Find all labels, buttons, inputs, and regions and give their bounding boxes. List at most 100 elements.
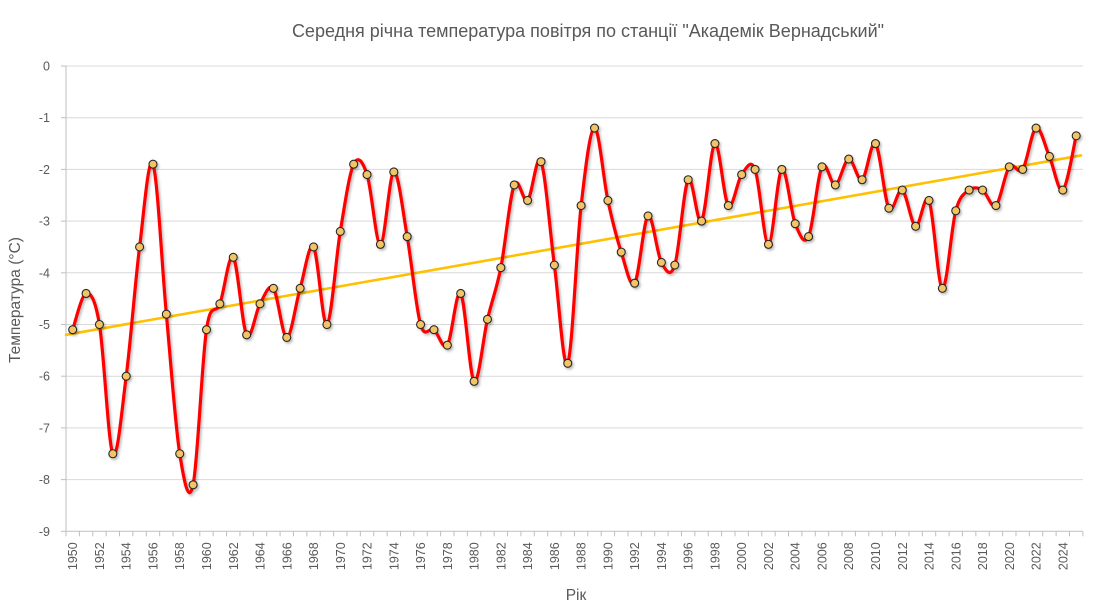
x-tick-label: 1950 <box>66 542 80 570</box>
data-point-marker <box>161 309 171 319</box>
data-point-marker <box>737 170 747 180</box>
y-tick-label: 0 <box>43 60 50 74</box>
data-point-marker <box>817 162 827 172</box>
data-point-marker <box>710 139 720 149</box>
y-tick-label: -5 <box>39 318 50 332</box>
x-tick-label: 1970 <box>334 542 348 570</box>
data-point-marker <box>389 167 399 177</box>
data-point-marker <box>322 319 332 330</box>
y-tick-label: -1 <box>39 111 50 125</box>
data-point-marker <box>536 157 546 167</box>
trend-line <box>64 154 1083 337</box>
y-tick-label: -7 <box>39 421 50 435</box>
data-point-marker <box>924 195 934 205</box>
data-point-marker <box>603 195 613 205</box>
x-tick-label: 2024 <box>1056 542 1070 570</box>
data-point-marker <box>148 159 158 169</box>
data-point-marker <box>723 201 733 211</box>
data-point-marker <box>563 358 573 368</box>
data-point-marker <box>1058 185 1068 195</box>
y-tick-label: -4 <box>39 266 50 280</box>
x-tick-label: 1996 <box>682 542 696 570</box>
data-point-marker <box>804 232 814 242</box>
data-point-marker <box>108 449 118 459</box>
x-tick-label: 2004 <box>789 542 803 570</box>
data-point-marker <box>242 330 252 340</box>
data-point-marker <box>630 278 640 288</box>
x-tick-label: 1954 <box>120 542 134 570</box>
data-point-marker <box>977 185 988 195</box>
data-point-marker <box>897 185 907 195</box>
data-point-marker <box>656 257 666 268</box>
data-point-marker <box>911 221 921 231</box>
y-tick-label: -2 <box>39 163 50 177</box>
data-point-marker <box>576 201 586 211</box>
data-point-marker <box>308 242 319 252</box>
x-tick-label: 2000 <box>735 542 749 570</box>
x-tick-label: 1952 <box>93 542 107 570</box>
data-point-marker <box>616 247 626 257</box>
y-tick-label: -8 <box>39 473 50 487</box>
data-point-marker <box>937 283 947 293</box>
data-point-marker <box>68 325 78 335</box>
data-point-marker <box>509 180 519 190</box>
y-tick-label: -3 <box>39 215 50 229</box>
tick-labels: 0 -1 -2 -3 -4 -5 -6 -7 -8 -9 1950 1952 1954 1956 1958 1… <box>39 60 1070 571</box>
data-point-marker <box>402 232 412 242</box>
x-tick-label: 2016 <box>949 542 963 570</box>
data-point-marker <box>188 480 198 490</box>
data-point-marker <box>215 299 225 309</box>
data-point-marker <box>81 288 91 299</box>
x-tick-label: 1988 <box>575 542 589 570</box>
data-point-marker <box>349 159 359 169</box>
x-tick-label: 2014 <box>923 542 937 570</box>
x-tick-label: 1992 <box>628 542 642 570</box>
x-tick-label: 1972 <box>361 542 375 570</box>
data-point-marker <box>750 164 760 174</box>
data-point-marker <box>416 319 426 330</box>
x-tick-label: 2018 <box>976 542 990 570</box>
data-point-marker <box>696 216 707 226</box>
data-point-marker <box>375 239 385 249</box>
data-point-marker <box>268 283 278 293</box>
data-point-marker <box>549 260 559 270</box>
data-point-marker <box>442 340 452 350</box>
data-point-marker <box>469 376 479 386</box>
data-point-marker <box>991 201 1001 211</box>
data-point-marker <box>456 288 466 299</box>
data-point-marker <box>335 226 345 236</box>
data-point-marker <box>830 180 840 190</box>
x-tick-label: 1990 <box>601 542 615 570</box>
x-tick-label: 2006 <box>815 542 829 570</box>
x-tick-label: 2022 <box>1030 542 1044 570</box>
x-tick-label: 1960 <box>200 542 214 570</box>
x-tick-label: 2020 <box>1003 542 1017 570</box>
x-tick-label: 1958 <box>173 542 187 570</box>
data-point-marker <box>496 263 506 273</box>
y-tick-label: -6 <box>39 370 50 384</box>
x-tick-label: 2008 <box>842 542 856 570</box>
y-tick-label: -9 <box>39 525 50 539</box>
data-point-marker <box>175 449 185 459</box>
data-point-marker <box>228 252 238 262</box>
data-point-marker <box>94 319 104 330</box>
data-point-marker <box>1004 162 1014 172</box>
data-point-marker <box>482 314 493 324</box>
x-tick-label: 1976 <box>414 542 428 570</box>
x-tick-label: 1982 <box>494 542 508 570</box>
data-point-marker <box>362 170 372 180</box>
x-tick-label: 2010 <box>869 542 883 570</box>
data-point-marker <box>201 325 212 335</box>
x-tick-label: 1998 <box>708 542 722 570</box>
data-point-marker <box>683 175 693 185</box>
data-point-marker <box>884 203 894 213</box>
data-point-marker <box>282 332 292 342</box>
data-point-marker <box>643 211 653 221</box>
x-tick-label: 1980 <box>468 542 482 570</box>
data-point-marker <box>1031 123 1041 133</box>
data-point-marker <box>1018 164 1028 174</box>
data-point-marker <box>429 325 439 335</box>
data-point-marker <box>777 164 787 174</box>
x-axis-title: Рік <box>566 587 587 604</box>
